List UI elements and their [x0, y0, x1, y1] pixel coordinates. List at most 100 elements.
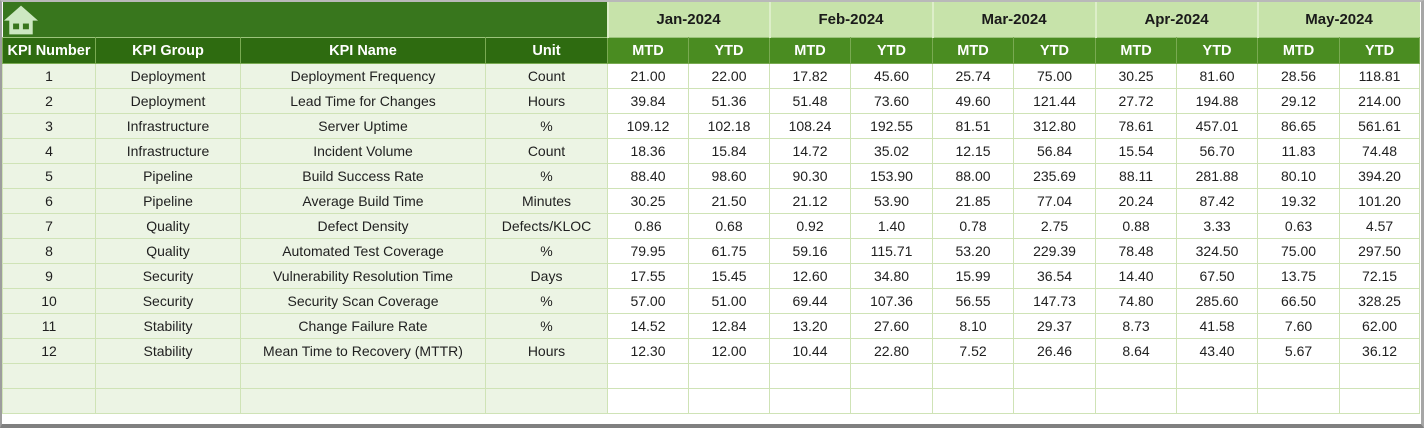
value-cell[interactable]: 41.58 [1176, 313, 1259, 339]
value-cell[interactable] [1339, 363, 1421, 389]
value-cell[interactable]: 22.00 [688, 63, 770, 89]
kpi-number-cell[interactable]: 1 [2, 63, 96, 89]
value-cell[interactable]: 214.00 [1339, 88, 1421, 114]
value-cell[interactable] [769, 388, 851, 414]
value-cell[interactable]: 14.72 [769, 138, 851, 164]
kpi-group-cell[interactable]: Pipeline [95, 188, 241, 214]
value-cell[interactable]: 15.99 [932, 263, 1015, 289]
value-cell[interactable]: 49.60 [932, 88, 1015, 114]
value-cell[interactable] [849, 388, 934, 414]
unit-cell[interactable]: % [485, 313, 608, 339]
kpi-name-cell[interactable]: Lead Time for Changes [240, 88, 486, 114]
kpi-name-cell[interactable]: Build Success Rate [240, 163, 486, 189]
value-cell[interactable] [607, 388, 689, 414]
value-cell[interactable]: 36.12 [1339, 338, 1421, 364]
value-cell[interactable]: 12.84 [688, 313, 770, 339]
value-cell[interactable]: 15.54 [1095, 138, 1178, 164]
value-cell[interactable]: 34.80 [849, 263, 934, 289]
unit-cell[interactable]: Count [485, 138, 608, 164]
value-cell[interactable]: 22.80 [849, 338, 934, 364]
kpi-name-cell[interactable]: Mean Time to Recovery (MTTR) [240, 338, 486, 364]
value-cell[interactable]: 98.60 [688, 163, 770, 189]
kpi-group-cell[interactable]: Security [95, 288, 241, 314]
value-cell[interactable] [1095, 363, 1178, 389]
value-cell[interactable]: 394.20 [1339, 163, 1421, 189]
value-cell[interactable]: 39.84 [607, 88, 689, 114]
value-cell[interactable]: 25.74 [932, 63, 1015, 89]
kpi-number-cell[interactable]: 12 [2, 338, 96, 364]
value-cell[interactable]: 90.30 [769, 163, 851, 189]
unit-cell[interactable] [485, 388, 608, 414]
kpi-group-cell[interactable]: Pipeline [95, 163, 241, 189]
kpi-name-cell[interactable]: Deployment Frequency [240, 63, 486, 89]
value-cell[interactable]: 457.01 [1176, 113, 1259, 139]
kpi-group-cell[interactable]: Infrastructure [95, 138, 241, 164]
kpi-group-cell[interactable]: Deployment [95, 88, 241, 114]
value-cell[interactable]: 281.88 [1176, 163, 1259, 189]
value-cell[interactable]: 86.65 [1257, 113, 1341, 139]
value-cell[interactable]: 0.63 [1257, 213, 1341, 239]
value-cell[interactable]: 153.90 [849, 163, 934, 189]
unit-cell[interactable]: % [485, 238, 608, 264]
kpi-name-cell[interactable]: Server Uptime [240, 113, 486, 139]
kpi-name-cell[interactable]: Change Failure Rate [240, 313, 486, 339]
kpi-name-cell[interactable]: Average Build Time [240, 188, 486, 214]
kpi-number-cell[interactable]: 6 [2, 188, 96, 214]
value-cell[interactable] [1339, 388, 1421, 414]
value-cell[interactable]: 13.20 [769, 313, 851, 339]
value-cell[interactable]: 194.88 [1176, 88, 1259, 114]
value-cell[interactable]: 72.15 [1339, 263, 1421, 289]
value-cell[interactable]: 12.15 [932, 138, 1015, 164]
value-cell[interactable] [1257, 363, 1341, 389]
value-cell[interactable]: 7.60 [1257, 313, 1341, 339]
value-cell[interactable]: 21.12 [769, 188, 851, 214]
value-cell[interactable]: 8.73 [1095, 313, 1178, 339]
value-cell[interactable] [1176, 363, 1259, 389]
value-cell[interactable]: 0.92 [769, 213, 851, 239]
kpi-number-cell[interactable] [2, 363, 96, 389]
value-cell[interactable]: 147.73 [1013, 288, 1097, 314]
kpi-number-cell[interactable]: 5 [2, 163, 96, 189]
value-cell[interactable]: 14.40 [1095, 263, 1178, 289]
value-cell[interactable]: 81.60 [1176, 63, 1259, 89]
kpi-group-cell[interactable]: Quality [95, 213, 241, 239]
value-cell[interactable]: 80.10 [1257, 163, 1341, 189]
value-cell[interactable] [1013, 363, 1097, 389]
value-cell[interactable]: 56.70 [1176, 138, 1259, 164]
kpi-group-cell[interactable]: Quality [95, 238, 241, 264]
value-cell[interactable]: 62.00 [1339, 313, 1421, 339]
unit-cell[interactable]: Hours [485, 88, 608, 114]
value-cell[interactable] [607, 363, 689, 389]
value-cell[interactable]: 29.12 [1257, 88, 1341, 114]
kpi-number-cell[interactable]: 7 [2, 213, 96, 239]
unit-cell[interactable]: Minutes [485, 188, 608, 214]
value-cell[interactable]: 56.84 [1013, 138, 1097, 164]
unit-cell[interactable]: Defects/KLOC [485, 213, 608, 239]
value-cell[interactable]: 115.71 [849, 238, 934, 264]
value-cell[interactable]: 2.75 [1013, 213, 1097, 239]
value-cell[interactable]: 87.42 [1176, 188, 1259, 214]
kpi-number-cell[interactable]: 10 [2, 288, 96, 314]
value-cell[interactable]: 81.51 [932, 113, 1015, 139]
unit-cell[interactable]: % [485, 113, 608, 139]
value-cell[interactable]: 0.86 [607, 213, 689, 239]
value-cell[interactable] [932, 388, 1015, 414]
value-cell[interactable]: 1.40 [849, 213, 934, 239]
kpi-name-cell[interactable]: Security Scan Coverage [240, 288, 486, 314]
unit-cell[interactable]: % [485, 288, 608, 314]
kpi-name-cell[interactable] [240, 363, 486, 389]
value-cell[interactable]: 11.83 [1257, 138, 1341, 164]
value-cell[interactable]: 5.67 [1257, 338, 1341, 364]
value-cell[interactable]: 53.90 [849, 188, 934, 214]
value-cell[interactable]: 107.36 [849, 288, 934, 314]
value-cell[interactable]: 27.60 [849, 313, 934, 339]
value-cell[interactable] [1257, 388, 1341, 414]
value-cell[interactable]: 14.52 [607, 313, 689, 339]
value-cell[interactable]: 0.68 [688, 213, 770, 239]
value-cell[interactable] [1013, 388, 1097, 414]
kpi-name-cell[interactable]: Defect Density [240, 213, 486, 239]
kpi-group-cell[interactable]: Stability [95, 338, 241, 364]
kpi-number-cell[interactable]: 4 [2, 138, 96, 164]
value-cell[interactable]: 18.36 [607, 138, 689, 164]
value-cell[interactable]: 51.48 [769, 88, 851, 114]
